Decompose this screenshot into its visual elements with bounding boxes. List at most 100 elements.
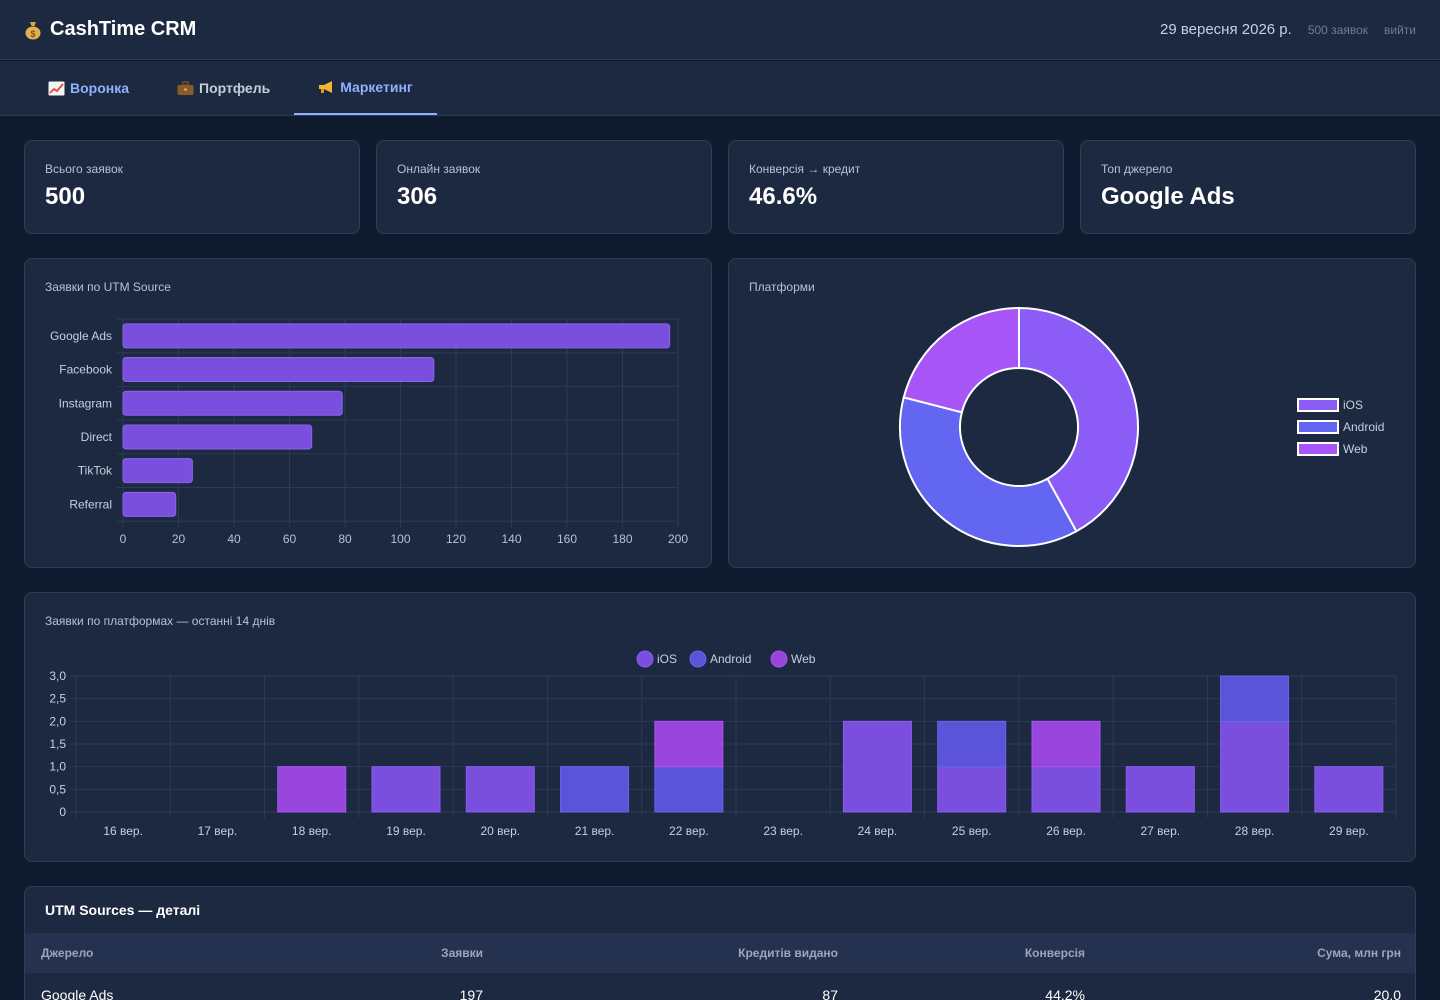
svg-text:$: $ <box>30 29 35 39</box>
bar-segment-web <box>654 720 724 768</box>
column-header-amount[interactable]: Сума, млн грн <box>1317 946 1401 960</box>
column-header-source[interactable]: Джерело <box>41 946 94 960</box>
app-logo: $ CashTime CRM <box>24 18 196 41</box>
legend-label: Web <box>791 652 816 666</box>
kpi-card-online: Онлайн заявок 306 <box>376 140 712 234</box>
utm-sources-table-card: UTM Sources — деталі Джерело Заявки Кред… <box>24 886 1416 1000</box>
column-header-credits[interactable]: Кредитів видано <box>738 946 838 960</box>
x-tick-label: 27 вер. <box>1140 824 1180 838</box>
bar-segment-ios <box>465 766 535 813</box>
platforms-doughnut-chart: iOS Android Web <box>899 306 1384 547</box>
y-tick-label: Facebook <box>59 363 113 377</box>
legend-swatch <box>1297 398 1339 412</box>
y-tick-label: 1,5 <box>49 737 66 751</box>
slice-android <box>899 396 1078 547</box>
tab-marketing[interactable]: Маркетинг <box>294 61 437 115</box>
slice-web <box>902 306 1020 414</box>
bar <box>122 323 671 349</box>
x-tick-label: 40 <box>227 532 241 546</box>
tab-marketing-label: Маркетинг <box>340 79 413 95</box>
daily-platform-chart: iOS Android Web 0 0,5 1,0 1,5 2,0 2,5 3,0 16 вер. 1… <box>49 650 1397 838</box>
bar <box>122 424 313 450</box>
bar-segment-android <box>937 720 1007 768</box>
y-tick-label: 1,0 <box>49 760 66 774</box>
bar-segment-ios <box>371 766 441 813</box>
kpi-label: Конверсія → кредит <box>749 162 861 176</box>
column-header-requests[interactable]: Заявки <box>441 946 483 960</box>
x-tick-label: 17 вер. <box>198 824 238 838</box>
x-tick-label: 23 вер. <box>763 824 803 838</box>
chart-title: Платформи <box>749 280 815 294</box>
tab-portfolio[interactable]: Портфель <box>153 61 294 115</box>
x-tick-label: 160 <box>557 532 577 546</box>
chart-title: Заявки по UTM Source <box>45 280 171 294</box>
x-tick-label: 120 <box>446 532 466 546</box>
bar <box>122 390 343 416</box>
bar <box>122 458 193 484</box>
x-tick-label: 26 вер. <box>1046 824 1086 838</box>
bar-segment-web <box>277 766 347 813</box>
legend-swatch <box>1297 420 1339 434</box>
y-tick-label: 3,0 <box>49 669 66 683</box>
x-tick-label: 60 <box>283 532 297 546</box>
legend-label: iOS <box>657 652 677 666</box>
x-tick-label: 22 вер. <box>669 824 709 838</box>
y-tick-label: 0,5 <box>49 782 66 796</box>
legend-label: Web <box>1343 442 1368 456</box>
tab-bar: Воронка Портфель Маркетинг <box>0 61 1440 116</box>
kpi-label: Всього заявок <box>45 162 123 176</box>
x-tick-label: 25 вер. <box>952 824 992 838</box>
x-tick-label: 29 вер. <box>1329 824 1369 838</box>
legend-label: Android <box>1343 420 1384 434</box>
kpi-card-top-source: Топ джерело Google Ads <box>1080 140 1416 234</box>
top-bar: $ CashTime CRM 29 вересня 2026 р. 500 за… <box>0 0 1440 60</box>
column-header-conversion[interactable]: Конверсія <box>1024 946 1085 960</box>
cell-source: Google Ads <box>41 987 114 1000</box>
y-tick-label: 2,5 <box>49 692 66 706</box>
legend-marker <box>636 650 654 668</box>
x-tick-label: 0 <box>120 532 127 546</box>
chart-increasing-icon <box>48 81 65 95</box>
legend-marker <box>770 650 788 668</box>
table-row[interactable]: Google Ads 197 87 44.2% 20.0 <box>25 973 1415 1000</box>
bar-segment-web <box>1031 720 1101 768</box>
logout-link[interactable]: вийти <box>1384 22 1416 37</box>
y-tick-label: Referral <box>69 497 112 511</box>
requests-count: 500 заявок <box>1307 22 1369 37</box>
kpi-value: Google Ads <box>1101 183 1235 210</box>
x-tick-label: 28 вер. <box>1235 824 1275 838</box>
kpi-value: 500 <box>45 183 86 210</box>
table-title: UTM Sources — деталі <box>45 902 201 918</box>
bar-segment-ios <box>1220 720 1290 813</box>
cell-credits: 87 <box>822 987 838 1000</box>
legend-label: Android <box>710 652 751 666</box>
legend-label: iOS <box>1343 398 1363 412</box>
x-tick-label: 24 вер. <box>858 824 898 838</box>
y-tick-label: 0 <box>59 805 66 819</box>
x-tick-label: 18 вер. <box>292 824 332 838</box>
kpi-value: 46.6% <box>749 183 818 210</box>
kpi-card-conversion: Конверсія → кредит 46.6% <box>728 140 1064 234</box>
x-tick-label: 20 <box>172 532 186 546</box>
kpi-card-total: Всього заявок 500 <box>24 140 360 234</box>
bar-segment-android <box>654 766 724 813</box>
bar-segment-android <box>1220 675 1290 722</box>
y-tick-label: 2,0 <box>49 714 66 728</box>
chart-title: Заявки по платформах — останні 14 днів <box>45 614 276 628</box>
x-tick-label: 21 вер. <box>575 824 615 838</box>
x-tick-label: 180 <box>612 532 632 546</box>
x-tick-label: 200 <box>668 532 688 546</box>
tab-funnel[interactable]: Воронка <box>24 61 153 115</box>
kpi-label: Топ джерело <box>1101 162 1173 176</box>
bar-segment-android <box>560 766 630 813</box>
y-tick-label: TikTok <box>78 464 113 478</box>
briefcase-icon <box>177 80 194 95</box>
app-title: CashTime CRM <box>50 18 197 40</box>
daily-platform-chart-card: Заявки по платформах — останні 14 днів i… <box>24 592 1416 862</box>
y-tick-label: Google Ads <box>50 329 112 343</box>
kpi-label: Онлайн заявок <box>397 162 481 176</box>
bar-segment-ios <box>1031 766 1101 813</box>
table-header: Джерело Заявки Кредитів видано Конверсія… <box>25 933 1415 973</box>
x-tick-label: 19 вер. <box>386 824 426 838</box>
x-tick-label: 140 <box>501 532 521 546</box>
